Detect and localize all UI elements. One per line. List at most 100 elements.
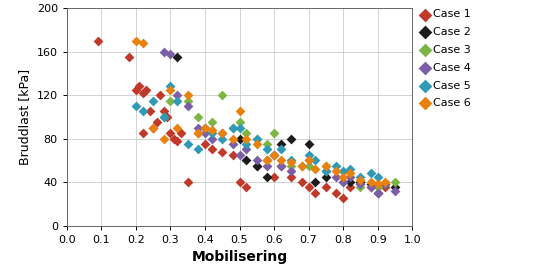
- Case 4: [183, 104, 192, 108]
- Case 6: [270, 153, 278, 157]
- Case 4: [321, 169, 330, 174]
- Case 2: [380, 182, 389, 186]
- Case 3: [263, 142, 272, 146]
- Case 1: [169, 136, 178, 141]
- Case 6: [339, 174, 348, 179]
- Case 2: [235, 136, 244, 141]
- Case 5: [183, 142, 192, 146]
- Case 1: [138, 131, 147, 135]
- Case 3: [380, 182, 389, 186]
- Case 1: [145, 109, 154, 114]
- Case 5: [373, 174, 382, 179]
- Case 4: [287, 169, 296, 174]
- Case 3: [242, 131, 251, 135]
- Case 6: [276, 158, 285, 163]
- Case 4: [159, 50, 168, 54]
- X-axis label: Mobilisering: Mobilisering: [192, 250, 287, 264]
- Case 2: [173, 55, 182, 59]
- Case 6: [380, 180, 389, 184]
- Case 1: [166, 131, 175, 135]
- Case 3: [201, 125, 209, 130]
- Case 6: [201, 125, 209, 130]
- Case 1: [173, 139, 182, 143]
- Case 1: [373, 182, 382, 186]
- Case 3: [218, 93, 227, 97]
- Case 4: [345, 174, 354, 179]
- Case 3: [304, 164, 313, 168]
- Case 5: [166, 84, 175, 89]
- Case 5: [287, 158, 296, 163]
- Case 5: [173, 98, 182, 103]
- Case 5: [367, 171, 375, 175]
- Case 4: [218, 131, 227, 135]
- Y-axis label: Bruddlast [kPa]: Bruddlast [kPa]: [18, 69, 31, 165]
- Case 1: [311, 191, 320, 195]
- Case 1: [297, 180, 306, 184]
- Case 2: [367, 182, 375, 186]
- Case 1: [345, 185, 354, 190]
- Case 6: [304, 158, 313, 163]
- Case 6: [345, 171, 354, 175]
- Case 3: [356, 185, 365, 190]
- Case 5: [345, 167, 354, 171]
- Case 1: [228, 153, 237, 157]
- Case 1: [159, 109, 168, 114]
- Case 4: [380, 182, 389, 186]
- Case 5: [276, 147, 285, 152]
- Case 6: [159, 136, 168, 141]
- Case 2: [252, 164, 261, 168]
- Case 4: [356, 182, 365, 186]
- Case 1: [321, 185, 330, 190]
- Case 1: [152, 120, 161, 125]
- Case 2: [345, 180, 354, 184]
- Case 5: [218, 136, 227, 141]
- Case 6: [166, 87, 175, 92]
- Case 4: [235, 153, 244, 157]
- Case 1: [194, 131, 203, 135]
- Case 3: [159, 115, 168, 119]
- Case 6: [367, 180, 375, 184]
- Case 1: [339, 196, 348, 200]
- Case 4: [390, 189, 399, 193]
- Case 6: [311, 167, 320, 171]
- Case 4: [242, 147, 251, 152]
- Case 6: [218, 131, 227, 135]
- Case 6: [297, 164, 306, 168]
- Case 4: [332, 174, 341, 179]
- Case 2: [242, 158, 251, 163]
- Case 5: [252, 136, 261, 141]
- Case 3: [228, 125, 237, 130]
- Case 1: [252, 164, 261, 168]
- Case 1: [270, 174, 278, 179]
- Case 6: [263, 158, 272, 163]
- Case 5: [270, 153, 278, 157]
- Case 5: [263, 147, 272, 152]
- Case 3: [235, 120, 244, 125]
- Case 1: [276, 164, 285, 168]
- Case 1: [183, 180, 192, 184]
- Case 4: [201, 131, 209, 135]
- Case 5: [321, 169, 330, 174]
- Case 2: [287, 136, 296, 141]
- Case 2: [276, 142, 285, 146]
- Case 1: [155, 93, 164, 97]
- Case 6: [287, 160, 296, 165]
- Case 4: [207, 136, 216, 141]
- Case 1: [177, 131, 185, 135]
- Case 2: [304, 142, 313, 146]
- Case 3: [166, 98, 175, 103]
- Case 5: [304, 153, 313, 157]
- Case 4: [252, 158, 261, 163]
- Case 5: [235, 125, 244, 130]
- Case 1: [287, 174, 296, 179]
- Case 1: [149, 125, 158, 130]
- Case 5: [228, 125, 237, 130]
- Case 1: [304, 185, 313, 190]
- Case 6: [228, 136, 237, 141]
- Case 5: [242, 142, 251, 146]
- Case 1: [380, 185, 389, 190]
- Case 4: [304, 158, 313, 163]
- Case 5: [207, 131, 216, 135]
- Case 6: [131, 39, 140, 43]
- Case 6: [138, 41, 147, 45]
